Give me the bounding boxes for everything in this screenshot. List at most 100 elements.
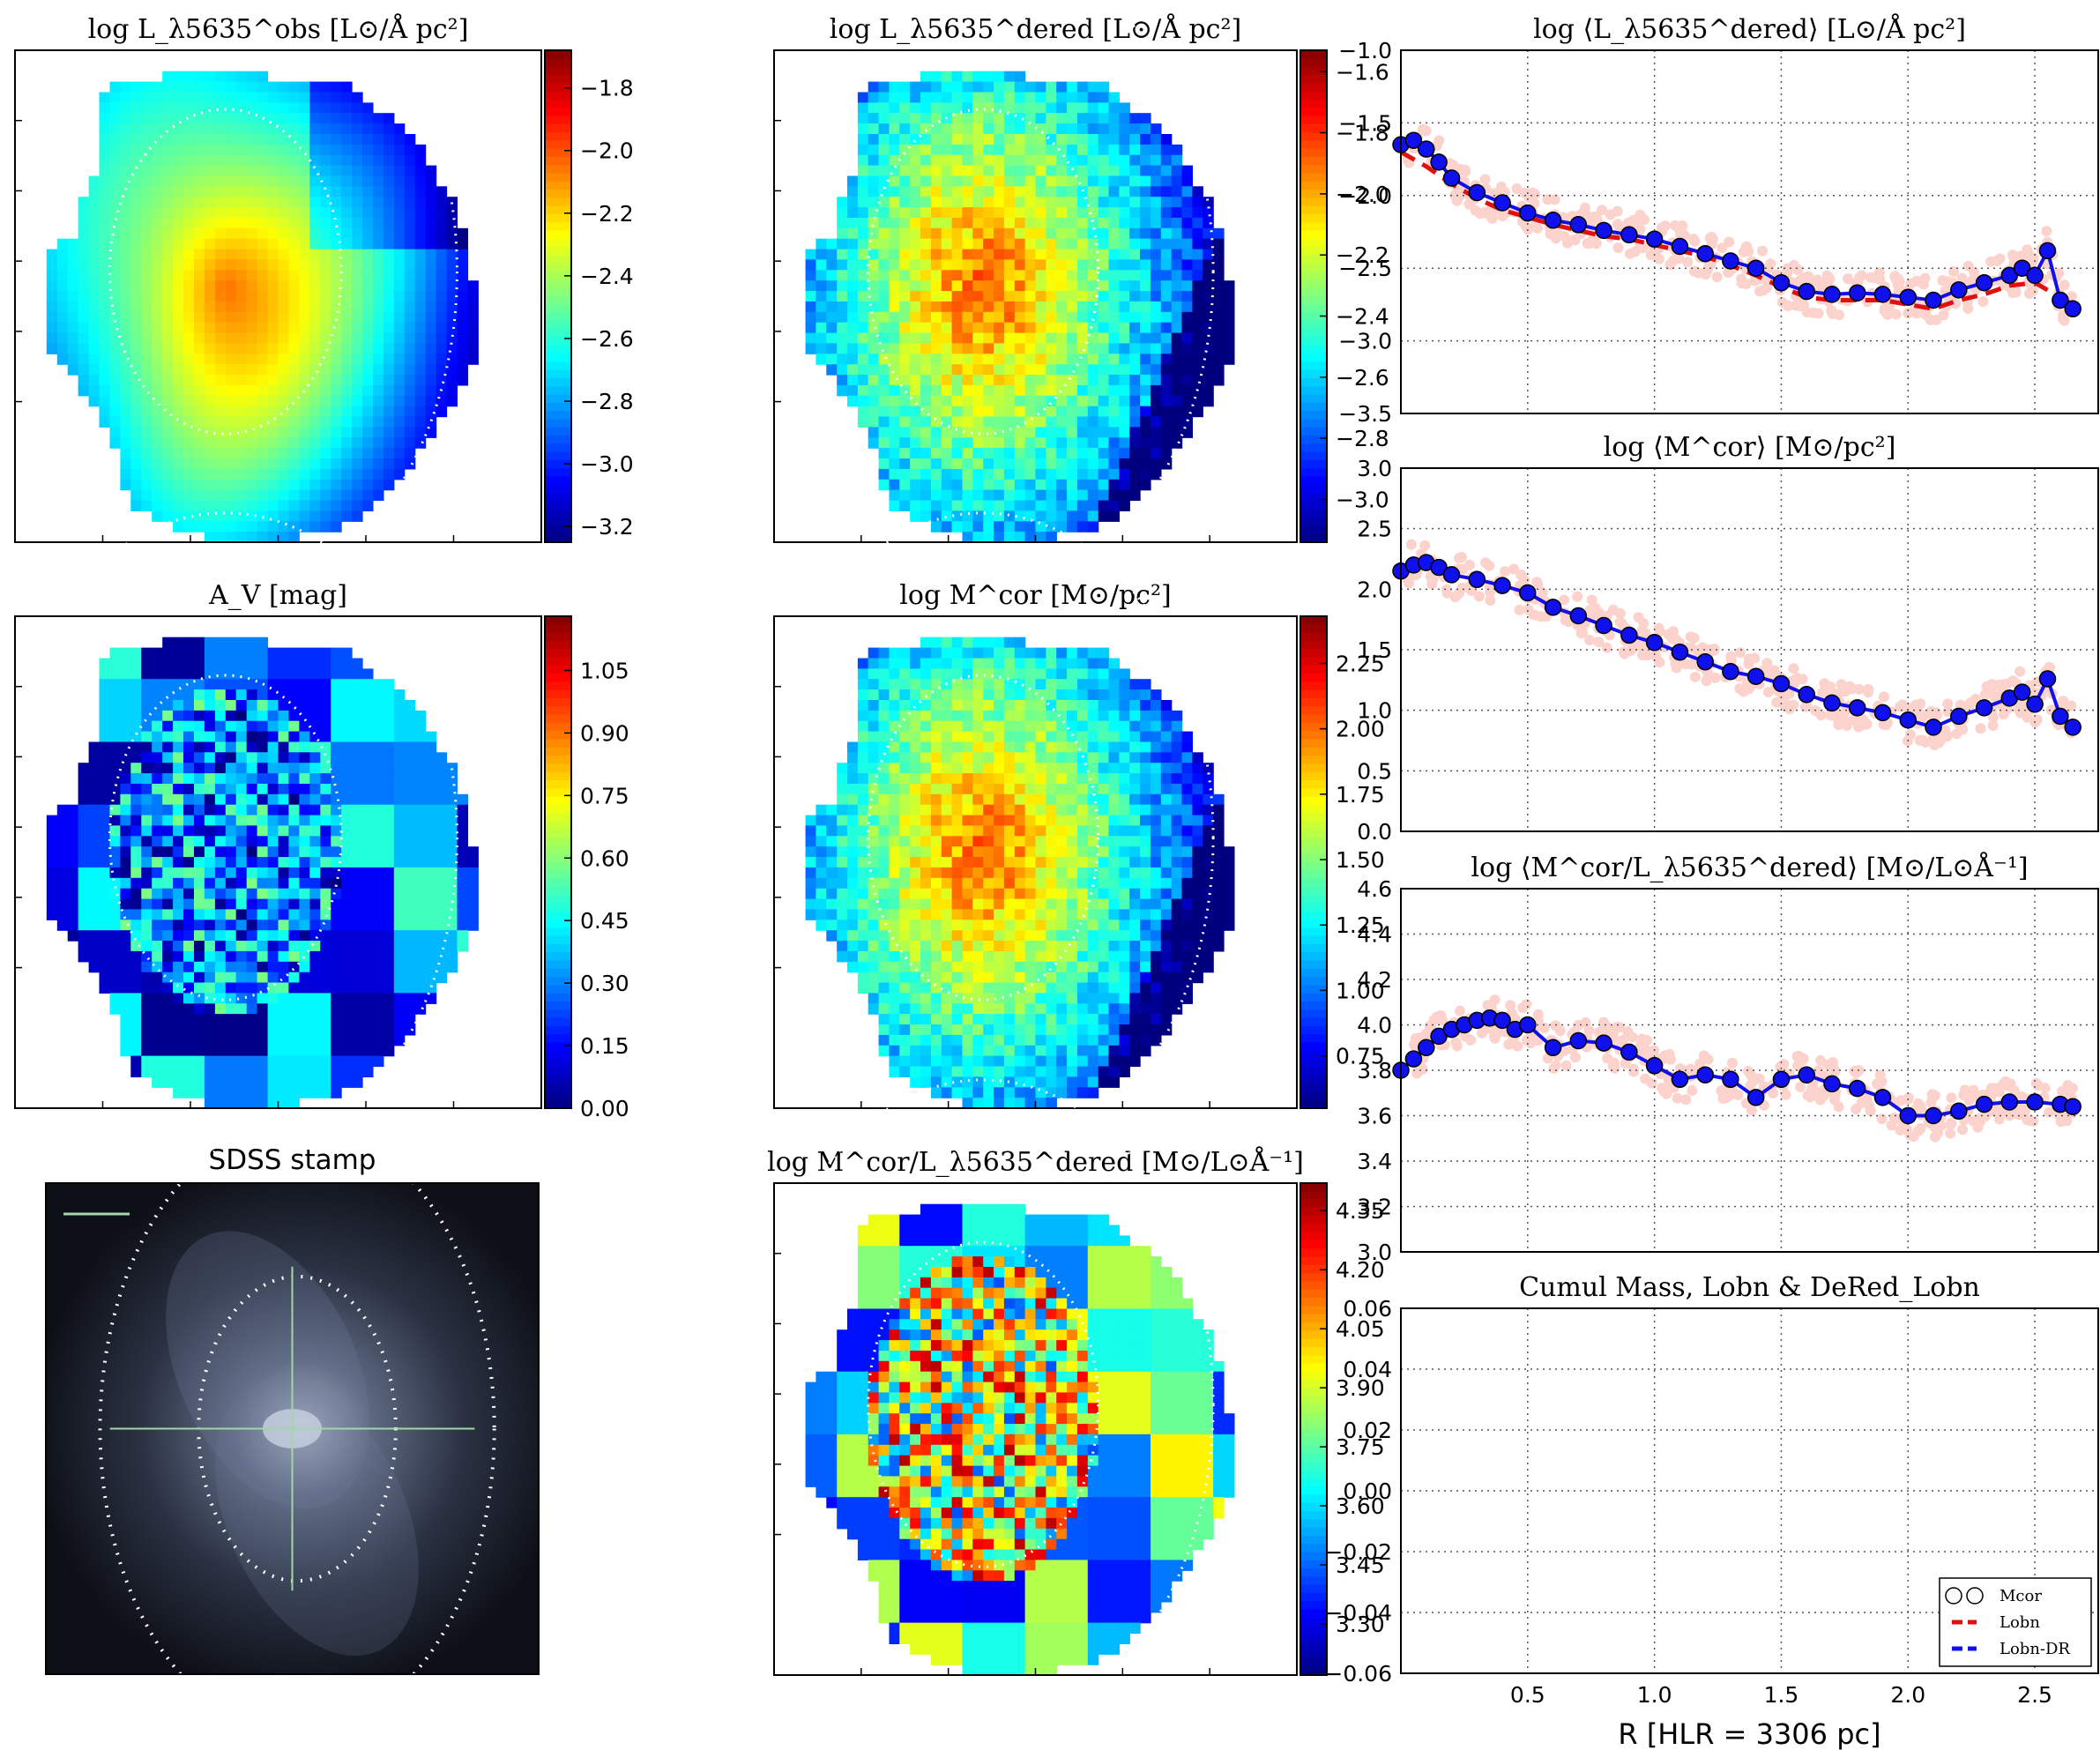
map-pixel [341,773,353,785]
map-pixel [467,343,479,354]
map-pixel [920,311,932,324]
map-pixel [847,259,859,271]
map-pixel [414,930,427,942]
map-pixel [1119,301,1130,313]
map-pixel [983,134,994,145]
map-pixel [425,815,437,827]
map-pixel [941,489,953,502]
map-pixel [257,384,269,397]
map-pixel [1192,752,1203,763]
map-pixel [331,668,342,680]
map-pixel [267,510,279,522]
map-pixel [173,793,184,806]
map-pixel [204,867,216,879]
map-pixel [1046,710,1057,722]
map-pixel [457,291,468,302]
map-pixel [878,197,890,208]
map-pixel [962,165,973,177]
map-pixel [972,489,984,502]
map-pixel [373,113,384,124]
map-pixel [1140,395,1151,407]
map-pixel [994,123,1005,135]
map-pixel [278,427,289,438]
map-pixel [889,720,900,733]
map-pixel [1046,489,1057,502]
map-pixel [288,1087,300,1098]
map-pixel [299,218,310,229]
map-pixel [878,144,890,156]
map-pixel [214,238,227,250]
map-pixel [162,972,174,984]
colorbar-step [545,903,571,912]
map-pixel [1192,301,1203,313]
map-pixel [1224,332,1235,345]
map-pixel [414,427,427,438]
map-pixel [99,322,110,334]
map-pixel [1056,731,1068,743]
map-pixel [1003,343,1016,354]
map-pixel [1203,395,1214,407]
map-pixel [1003,354,1016,365]
map-pixel [152,846,163,858]
map-pixel [425,259,437,271]
map-pixel [235,406,248,418]
map-pixel [257,479,269,491]
map-pixel [162,123,174,135]
map-pixel [983,720,994,733]
map-pixel [362,259,374,271]
map-pixel [267,375,279,386]
map-pixel [889,437,900,449]
map-pixel [446,322,458,334]
map-pixel [173,1024,184,1036]
map-pixel [267,846,279,858]
map-pixel [1035,81,1046,93]
map-pixel [962,658,973,669]
map-pixel [373,458,384,470]
map-pixel [352,1014,363,1025]
map-panel-Ldered: log L_λ5635^dered [L⊙/Å pc²]−1.6−1.8−2.0… [751,0,1389,598]
map-pixel [225,175,237,187]
map-pixel [972,238,984,250]
map-pixel [362,384,374,397]
map-pixel [257,815,269,827]
map-pixel [278,950,289,963]
map-pixel [341,144,353,156]
map-pixel [1129,259,1141,271]
map-pixel [320,448,331,459]
map-pixel [910,689,921,701]
map-pixel [130,784,142,795]
map-pixel [1035,763,1046,774]
map-pixel [120,877,131,890]
map-pixel [141,186,153,197]
map-pixel [246,658,258,669]
map-pixel [878,249,890,261]
map-pixel [267,81,279,93]
colorbar-step [1300,378,1327,387]
map-pixel [910,479,921,491]
map-pixel [278,311,289,324]
map-pixel [246,500,258,511]
map-pixel [425,186,437,197]
map-pixel [1181,259,1193,271]
map-pixel [78,322,90,334]
map-pixel [141,1014,153,1025]
map-pixel [393,700,406,711]
map-pixel [436,280,448,292]
map-pixel [99,763,110,774]
map-pixel [99,92,110,103]
map-pixel [951,354,964,365]
map-pixel [983,437,994,449]
map-pixel [1119,186,1130,197]
map-pixel [362,280,374,292]
map-pixel [857,395,869,407]
map-pixel [235,752,248,763]
map-pixel [278,888,289,900]
map-pixel [857,113,869,124]
map-pixel [299,710,310,722]
map-pixel [857,343,869,354]
colorbar-step [1300,518,1327,526]
map-pixel [162,1045,174,1057]
map-pixel [352,259,363,271]
map-pixel [278,668,289,680]
colorbar-step [545,1075,571,1084]
